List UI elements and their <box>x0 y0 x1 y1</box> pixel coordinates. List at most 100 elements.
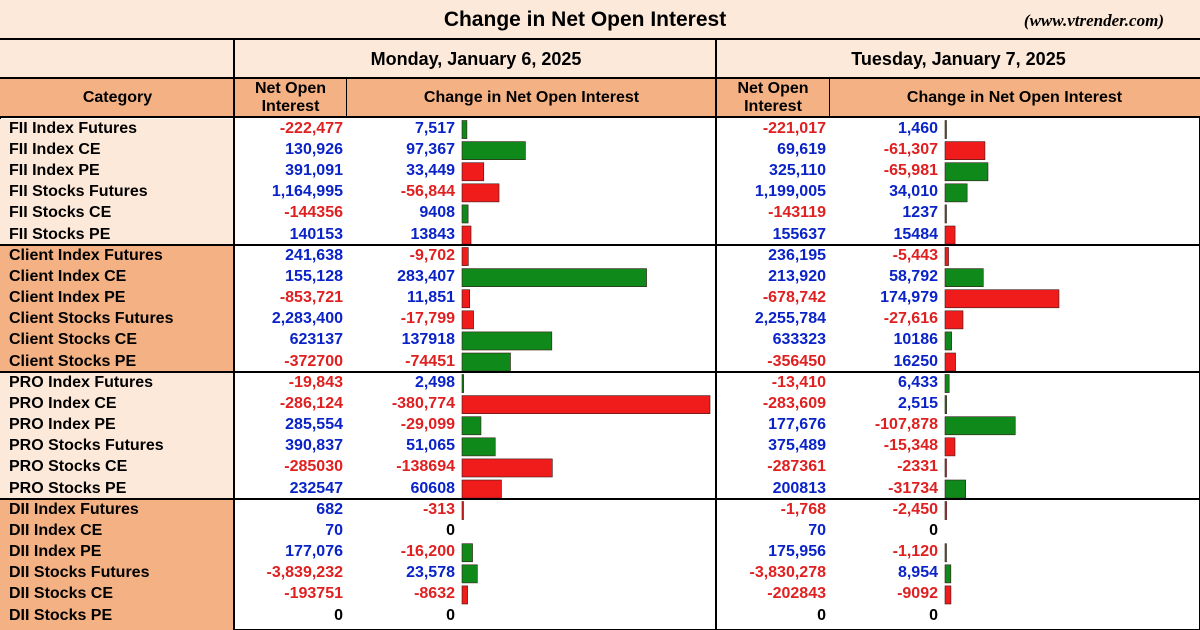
net-oi-value: 70 <box>325 522 343 540</box>
change-value: -5,443 <box>892 247 938 264</box>
net-oi-value: -287361 <box>767 458 826 476</box>
change-bar <box>944 374 950 393</box>
category-label: DII Index PE <box>9 543 102 561</box>
net-oi-value: 325,110 <box>769 162 826 180</box>
net-oi-value: 633323 <box>772 331 826 349</box>
change-bar <box>944 162 989 182</box>
category-label: FII Index Futures <box>9 120 138 137</box>
grid-line <box>715 40 717 630</box>
page-title: Change in Net Open Interest <box>443 8 727 31</box>
change-bar <box>944 501 947 520</box>
change-bar <box>944 479 966 499</box>
day1-net-oi-header: Net Open Interest <box>254 80 327 115</box>
change-bar <box>461 458 553 478</box>
net-oi-value: -222,477 <box>279 120 343 137</box>
day1-change-header: Change in Net Open Interest <box>423 89 640 106</box>
group-divider <box>0 371 1200 373</box>
change-value: 7,517 <box>414 120 455 137</box>
change-bar <box>461 268 647 288</box>
change-value: -138694 <box>396 458 455 476</box>
change-bar <box>461 352 511 372</box>
net-oi-value: -286,124 <box>279 395 343 413</box>
change-value: -29,099 <box>400 416 455 434</box>
net-oi-value: 285,554 <box>285 416 343 434</box>
category-label: PRO Stocks Futures <box>9 437 164 455</box>
change-value: 13843 <box>410 225 456 243</box>
change-value: 58,792 <box>889 268 938 286</box>
net-oi-value: 177,076 <box>285 543 343 561</box>
change-bar <box>944 416 1016 436</box>
change-value: -2,450 <box>892 501 938 518</box>
category-label: PRO Index PE <box>9 416 116 434</box>
category-label: DII Index Futures <box>9 501 139 518</box>
change-bar <box>461 416 482 436</box>
category-label: Client Stocks CE <box>9 331 138 349</box>
category-label: DII Stocks CE <box>9 585 114 603</box>
net-oi-value: -144356 <box>284 204 343 222</box>
net-oi-value: -285030 <box>284 458 343 476</box>
change-bar <box>944 120 947 139</box>
net-oi-value: 0 <box>817 606 826 624</box>
net-oi-value: 155637 <box>772 225 826 243</box>
net-oi-value: -143119 <box>768 204 826 222</box>
category-group-fill <box>0 119 233 244</box>
title-bar: Change in Net Open Interest (www.vtrende… <box>0 0 1200 40</box>
net-oi-value: 70 <box>808 522 826 540</box>
category-label: Client Index PE <box>9 289 126 307</box>
change-value: 0 <box>929 606 938 624</box>
date-row-spacer <box>0 40 235 79</box>
change-value: 8,954 <box>897 564 938 582</box>
category-label: PRO Index Futures <box>9 374 154 391</box>
change-value: -380,774 <box>391 395 455 413</box>
change-bar <box>944 204 947 224</box>
column-header-row <box>0 79 1200 118</box>
change-bar <box>461 564 478 584</box>
change-bar <box>461 141 526 161</box>
net-oi-value: 2,255,784 <box>754 310 826 328</box>
net-oi-value: 2,283,400 <box>271 310 343 328</box>
change-value: 2,515 <box>897 395 938 413</box>
change-bar <box>461 289 471 309</box>
grid-line <box>346 79 347 118</box>
group-divider <box>0 498 1200 500</box>
net-oi-value: -678,742 <box>762 289 826 307</box>
change-bar <box>461 395 711 415</box>
change-value: -27,616 <box>883 310 938 328</box>
net-oi-value: -283,609 <box>762 395 826 413</box>
category-group-fill <box>0 373 233 498</box>
net-oi-value: 241,638 <box>285 247 343 264</box>
net-oi-value: 682 <box>316 501 343 518</box>
change-bar <box>944 543 947 563</box>
change-value: 16250 <box>893 352 939 370</box>
change-value: -313 <box>422 501 455 518</box>
net-oi-value: 213,920 <box>768 268 826 286</box>
change-bar <box>461 204 469 224</box>
category-label: DII Stocks PE <box>9 606 113 624</box>
change-value: -16,200 <box>400 543 455 561</box>
net-oi-value: 155,128 <box>285 268 343 286</box>
change-bar <box>461 247 469 266</box>
grid-line <box>233 40 235 630</box>
category-label: DII Stocks Futures <box>9 564 150 582</box>
change-bar <box>944 268 984 288</box>
net-oi-value: 69,619 <box>777 141 826 159</box>
net-oi-value: -13,410 <box>771 374 826 391</box>
net-oi-value: 0 <box>334 606 343 624</box>
change-bar <box>944 395 947 415</box>
net-oi-value: 391,091 <box>285 162 343 180</box>
change-value: -65,981 <box>883 162 938 180</box>
day1-date-cell: Monday, January 6, 2025 <box>235 40 717 79</box>
net-oi-value: 1,164,995 <box>271 183 343 201</box>
grid-line <box>829 79 830 118</box>
change-value: 1237 <box>902 204 938 222</box>
net-oi-value: -202843 <box>767 585 826 603</box>
change-bar <box>944 331 952 351</box>
net-oi-value: -1,768 <box>780 501 826 518</box>
change-value: 60608 <box>410 479 456 497</box>
net-oi-value: -221,017 <box>762 120 826 137</box>
category-label: Client Stocks PE <box>9 352 137 370</box>
change-bar <box>461 225 472 245</box>
change-value: 11,851 <box>406 289 455 307</box>
category-label: DII Index CE <box>9 522 103 540</box>
change-bar <box>461 162 485 182</box>
